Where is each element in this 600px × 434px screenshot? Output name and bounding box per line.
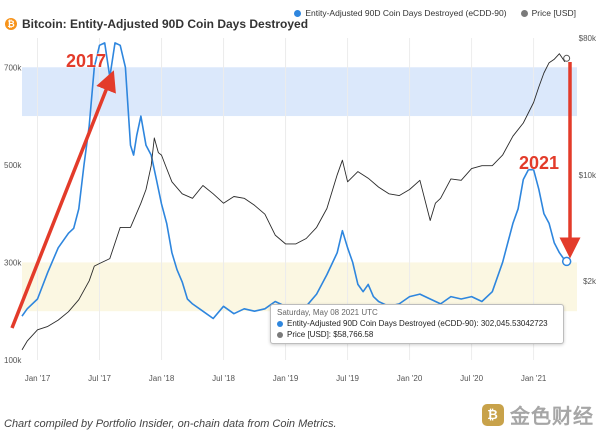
chart-title: Bitcoin: Entity-Adjusted 90D Coin Days D… (22, 17, 309, 31)
y-left-tick-label: 300k (4, 258, 22, 267)
x-tick-label: Jul '17 (88, 374, 111, 383)
tooltip-date: Saturday, May 08 2021 UTC (277, 308, 378, 317)
x-tick-label: Jul '20 (460, 374, 483, 383)
watermark-logo-icon: ₿ (482, 403, 504, 426)
watermark-text: 金色财经 (510, 406, 594, 428)
y-right-tick-label: $2k (583, 277, 597, 286)
watermark: ₿ 金色财经 (482, 400, 594, 429)
band-low (22, 262, 577, 312)
arrow-2017 (10, 70, 116, 329)
tooltip-ecdd-text: Entity-Adjusted 90D Coin Days Destroyed … (287, 319, 548, 328)
ecdd-series-line (21, 42, 568, 320)
y-left-tick-label: 700k (4, 63, 22, 72)
chart-legend: Entity-Adjusted 90D Coin Days Destroyed … (294, 8, 576, 18)
price-series-line (21, 53, 568, 351)
legend-item-price[interactable]: Price [USD] (520, 8, 576, 18)
tooltip-price-text: Price [USD]: $58,766.58 (287, 330, 374, 339)
x-tick-label: Jan '19 (273, 374, 299, 383)
x-tick-label: Jan '17 (25, 374, 51, 383)
annotation-2017: 2017 (66, 51, 106, 71)
tooltip-dot-ecdd-icon (277, 320, 283, 327)
y-left-tick-label: 500k (4, 161, 22, 170)
legend-label-ecdd: Entity-Adjusted 90D Coin Days Destroyed … (305, 8, 507, 18)
tooltip-row-price: Price [USD]: $58,766.58 (277, 330, 557, 339)
legend-label-price: Price [USD] (531, 8, 576, 18)
legend-item-ecdd[interactable]: Entity-Adjusted 90D Coin Days Destroyed … (294, 8, 507, 18)
hover-marker-ecdd (561, 256, 572, 267)
annotation-2021: 2021 (519, 153, 559, 173)
chart-caption: Chart compiled by Portfolio Insider, on-… (4, 418, 337, 430)
tooltip-row-ecdd: Entity-Adjusted 90D Coin Days Destroyed … (277, 319, 557, 328)
x-tick-label: Jan '21 (521, 374, 547, 383)
y-right-tick-label: $10k (579, 171, 597, 180)
tooltip-dot-price-icon (277, 331, 283, 338)
x-tick-label: Jan '18 (149, 374, 175, 383)
hover-marker-price (563, 54, 571, 62)
y-right-tick-label: $80k (579, 34, 597, 43)
bitcoin-icon: ₿ (5, 18, 17, 30)
legend-dot-ecdd-icon (294, 9, 302, 17)
x-tick-label: Jul '19 (336, 374, 359, 383)
hover-tooltip: Saturday, May 08 2021 UTC Entity-Adjuste… (270, 304, 564, 344)
legend-dot-price-icon (520, 9, 528, 17)
chart-header: ₿ Bitcoin: Entity-Adjusted 90D Coin Days… (5, 17, 308, 31)
x-tick-label: Jan '20 (397, 374, 423, 383)
x-tick-label: Jul '18 (212, 374, 235, 383)
y-left-tick-label: 100k (4, 356, 22, 365)
